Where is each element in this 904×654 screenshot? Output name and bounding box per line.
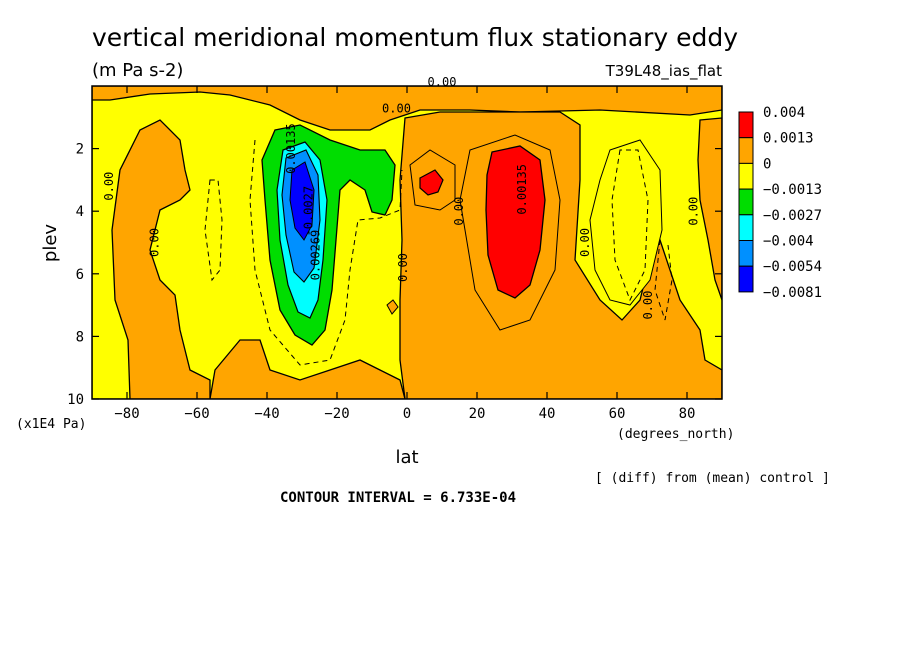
- experiment-label: T39L48_ias_flat: [605, 62, 723, 81]
- y-axis-title: plev: [40, 224, 61, 263]
- fill-orange-bottom-sh: [209, 339, 406, 399]
- fill-orange-island: [386, 299, 399, 315]
- colorbar-swatch: [738, 240, 754, 267]
- x-tick-label: 60: [609, 406, 626, 422]
- units-label: (m Pa s-2): [92, 60, 183, 81]
- axes: −80 −60 −40 −20 0 20 40 60 80 2 4 6 8 10: [67, 86, 722, 422]
- x-tick-label: −40: [254, 406, 279, 422]
- x-tick-label: 40: [539, 406, 556, 422]
- contour-label: 0.00: [396, 253, 410, 282]
- colorbar-label: 0.004: [763, 105, 805, 121]
- fill-red-core: [485, 145, 546, 299]
- contour-label: 0.00: [578, 228, 592, 257]
- contour-label: 0.00: [428, 75, 457, 89]
- x-axis-units: (degrees_north): [617, 427, 734, 442]
- x-axis-title: lat: [395, 447, 418, 468]
- y-tick-label: 6: [76, 267, 84, 283]
- contour-dashed-1: [249, 139, 403, 366]
- x-tick-label: −20: [324, 406, 349, 422]
- contour-label: 0.00135: [515, 164, 529, 215]
- contour-label: 0.00: [687, 197, 701, 226]
- colorbar-label: −0.0054: [763, 259, 822, 275]
- contour-label: 0.00: [382, 102, 411, 116]
- x-tick-label: −60: [184, 406, 209, 422]
- contour-label: 0.00: [148, 228, 162, 257]
- contour-label: 0.00: [641, 291, 655, 320]
- colorbar-label: 0: [763, 156, 771, 172]
- fill-blue-core: [289, 161, 315, 241]
- colorbar-label: −0.004: [763, 234, 814, 250]
- y-tick-label: 8: [76, 329, 84, 345]
- y-tick-label: 2: [76, 142, 84, 158]
- contour-label: 0.00135: [284, 123, 298, 174]
- contour-interval: CONTOUR INTERVAL = 6.733E-04: [280, 490, 516, 506]
- y-axis-units: (x1E4 Pa): [16, 417, 86, 432]
- fill-orange-east-column: [697, 117, 722, 301]
- colorbar-swatch: [738, 162, 754, 190]
- colorbar-label: −0.0013: [763, 182, 822, 198]
- x-tick-label: 20: [469, 406, 486, 422]
- contour-fills: [92, 86, 722, 399]
- colorbar-swatch: [738, 111, 754, 139]
- colorbar-label: 0.0013: [763, 131, 814, 147]
- y-tick-label: 4: [76, 204, 84, 220]
- colorbar-label: −0.0027: [763, 208, 822, 224]
- contour-label: 0.00269: [309, 230, 323, 281]
- contour-dashed-3: [611, 149, 649, 302]
- contour-label: 0.00: [452, 197, 466, 226]
- colorbar: 0.004 0.0013 0 −0.0013 −0.0027 −0.004 −0.0054 −…: [738, 105, 822, 301]
- fill-yellow-bay-60n: [589, 139, 663, 306]
- colorbar-swatch: [738, 137, 754, 164]
- contour-label: 0.00: [102, 172, 116, 201]
- contour-label: -0.0027: [302, 186, 316, 237]
- fill-orange-right: [399, 111, 722, 399]
- contour-dashed-4: [654, 239, 673, 321]
- colorbar-swatch: [738, 265, 754, 293]
- x-tick-label: 80: [679, 406, 696, 422]
- diff-note: [ (diff) from (mean) control ]: [595, 471, 830, 486]
- colorbar-swatch: [738, 214, 754, 242]
- fill-red-blob: [419, 169, 444, 196]
- contour-solid-2: [409, 149, 456, 211]
- y-tick-label: 10: [67, 392, 84, 408]
- colorbar-swatch: [738, 188, 754, 216]
- x-tick-label: −80: [114, 406, 139, 422]
- contour-solid-1: [459, 134, 561, 331]
- fill-orange-left-column: [92, 86, 211, 399]
- chart-title: vertical meridional momentum flux statio…: [92, 23, 738, 52]
- fill-orange-top: [92, 86, 722, 131]
- x-tick-label: 0: [403, 406, 411, 422]
- colorbar-label: −0.0081: [763, 285, 822, 301]
